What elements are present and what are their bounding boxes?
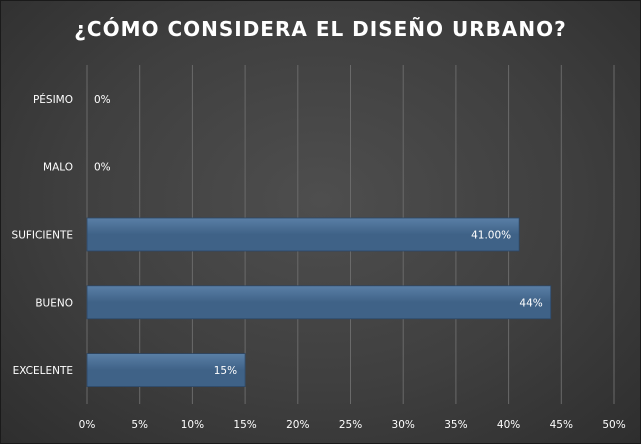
category-label: EXCELENTE bbox=[13, 365, 73, 377]
x-tick-label: 35% bbox=[444, 419, 467, 431]
x-tick-label: 20% bbox=[286, 419, 309, 431]
category-label: MALO bbox=[43, 162, 73, 174]
data-label: 0% bbox=[94, 162, 111, 174]
x-tick-label: 25% bbox=[339, 419, 362, 431]
x-tick-label: 15% bbox=[233, 419, 256, 431]
data-label: 0% bbox=[94, 94, 111, 106]
data-label: 44% bbox=[519, 297, 542, 309]
x-tick-label: 45% bbox=[550, 419, 573, 431]
x-tick-label: 30% bbox=[392, 419, 415, 431]
data-label: 15% bbox=[214, 365, 237, 377]
data-label: 41.00% bbox=[471, 230, 511, 242]
x-tick-label: 10% bbox=[181, 419, 204, 431]
bar bbox=[86, 285, 552, 320]
category-label: PÉSIMO bbox=[33, 93, 73, 106]
bar bbox=[86, 217, 520, 252]
chart-title: ¿CÓMO CONSIDERA EL DISEÑO URBANO? bbox=[74, 17, 567, 41]
bar bbox=[86, 353, 246, 388]
category-label: BUENO bbox=[35, 297, 73, 309]
x-tick-label: 50% bbox=[602, 419, 625, 431]
x-tick-label: 40% bbox=[497, 419, 520, 431]
category-label: SUFICIENTE bbox=[12, 230, 73, 242]
x-tick-label: 5% bbox=[131, 419, 148, 431]
x-tick-label: 0% bbox=[79, 419, 96, 431]
